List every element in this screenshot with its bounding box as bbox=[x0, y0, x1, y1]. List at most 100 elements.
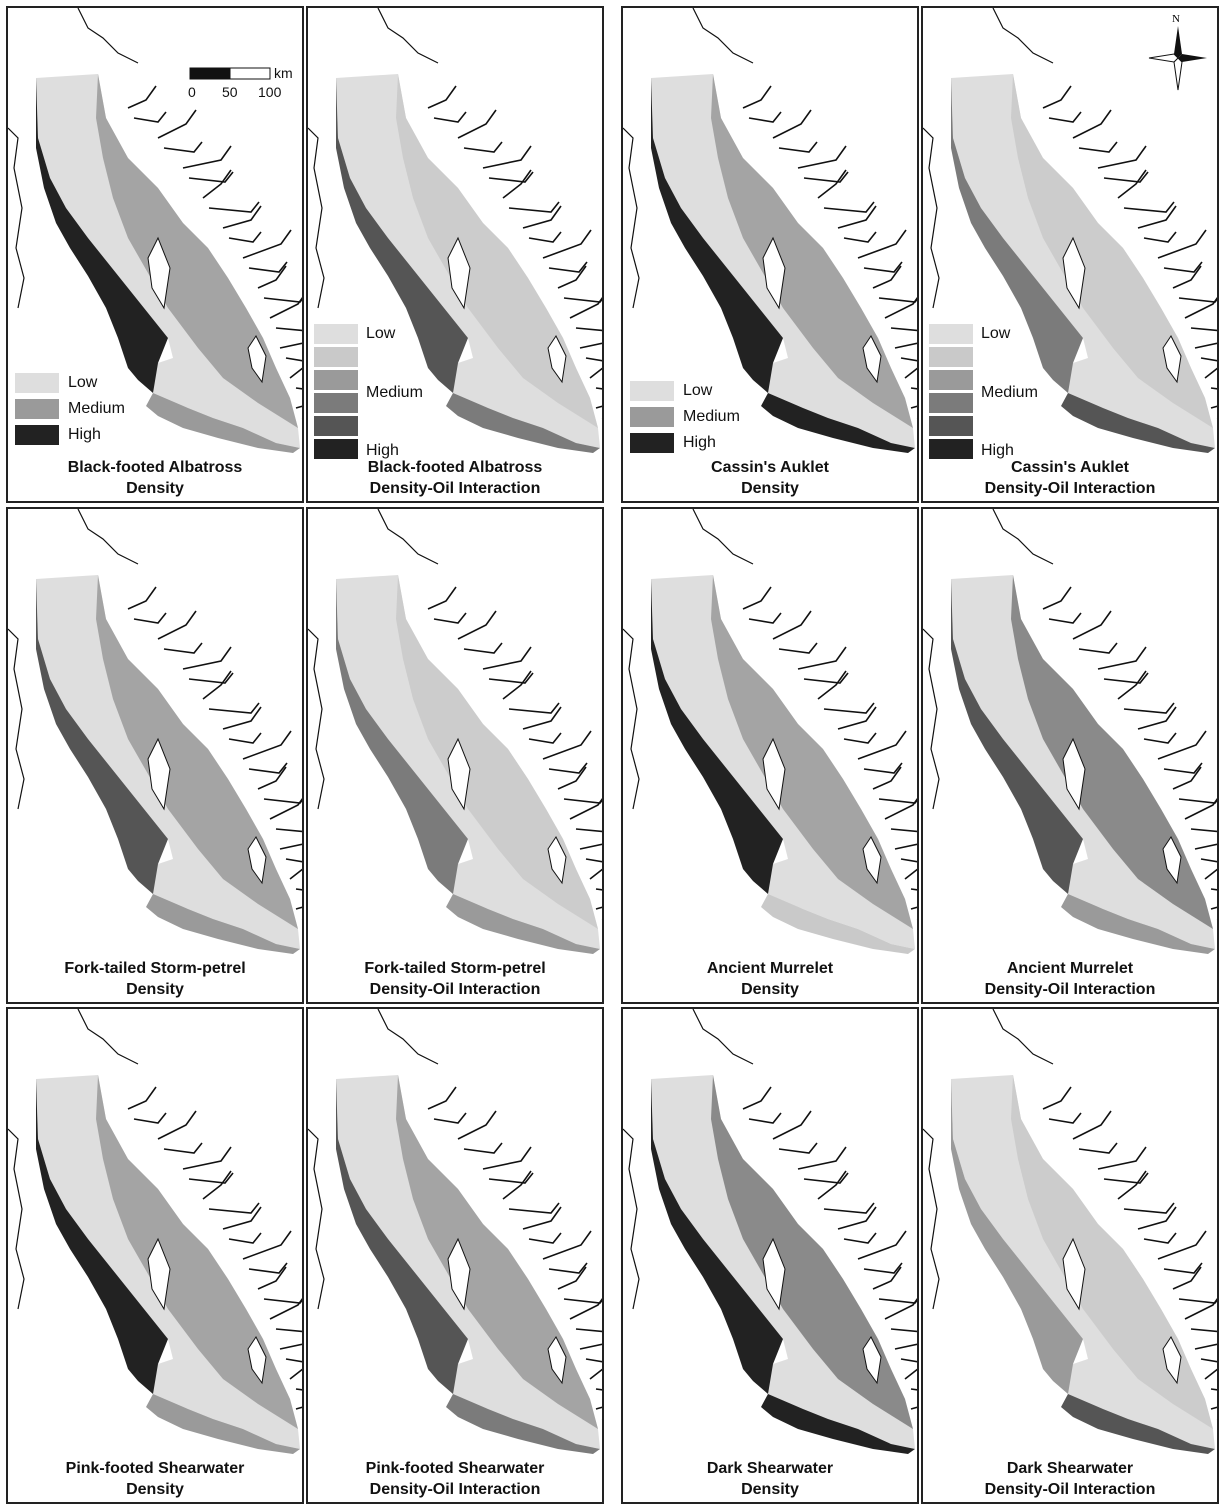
inner-channel-region bbox=[1011, 74, 1213, 428]
west-coast-line bbox=[308, 127, 325, 309]
island-outline bbox=[862, 335, 882, 384]
north-coast-line bbox=[992, 509, 1054, 565]
island-outline bbox=[1062, 236, 1086, 310]
north-coast-line bbox=[377, 509, 439, 565]
legend-label: Low bbox=[683, 382, 713, 399]
map-panel: Ancient Murrelet Density-Oil Interaction bbox=[921, 507, 1219, 1004]
shelf-region bbox=[651, 1079, 783, 1394]
shelf-region bbox=[651, 78, 783, 393]
map-panel: Pink-footed Shearwater Density-Oil Intera… bbox=[306, 1007, 604, 1504]
density-map bbox=[308, 1009, 602, 1454]
southern-region bbox=[446, 393, 600, 453]
density-map bbox=[308, 8, 602, 453]
panel-title: Dark Shearwater Density bbox=[623, 1458, 917, 1500]
panel-title: Cassin's Auklet Density-Oil Interaction bbox=[923, 457, 1217, 499]
legend-six-class: Low Medium High bbox=[929, 324, 1059, 464]
panel-title-species: Fork-tailed Storm-petrel bbox=[64, 960, 246, 977]
inner-channel-region bbox=[711, 575, 913, 929]
legend-swatch bbox=[929, 324, 973, 344]
map-panel: Black-footed Albatross Density-Oil Intera… bbox=[306, 6, 604, 503]
island-outline bbox=[247, 335, 267, 384]
island-outline bbox=[147, 1237, 171, 1311]
legend-swatch bbox=[629, 380, 675, 402]
island-outline bbox=[447, 1237, 471, 1311]
legend-item-low: Low bbox=[629, 378, 740, 404]
density-map bbox=[923, 8, 1217, 453]
inner-channel-region bbox=[96, 1075, 298, 1429]
legend-swatch bbox=[314, 439, 358, 459]
density-map bbox=[8, 1009, 302, 1454]
inner-channel-region bbox=[1011, 575, 1213, 929]
island-outline bbox=[247, 836, 267, 885]
north-coast-line bbox=[692, 509, 754, 565]
map-panel: Dark Shearwater Density-Oil Interaction bbox=[921, 1007, 1219, 1504]
southern-region bbox=[146, 1394, 300, 1454]
island-outline bbox=[862, 1336, 882, 1385]
density-map bbox=[8, 8, 302, 453]
west-coast-line bbox=[923, 1128, 940, 1310]
coastline bbox=[742, 85, 917, 419]
coastline bbox=[127, 85, 302, 419]
island-outline bbox=[1162, 335, 1182, 384]
southern-region bbox=[761, 1394, 915, 1454]
island-outline bbox=[1162, 1336, 1182, 1385]
southern-region bbox=[446, 894, 600, 954]
north-coast-line bbox=[377, 8, 439, 64]
legend-label: Medium bbox=[683, 408, 740, 425]
density-map bbox=[623, 1009, 917, 1454]
legend-label-low: Low bbox=[981, 325, 1011, 342]
island-outline bbox=[147, 737, 171, 811]
west-coast-line bbox=[8, 127, 25, 309]
density-map bbox=[923, 509, 1217, 954]
scale-bar-unit: km bbox=[274, 65, 293, 81]
legend-swatch bbox=[929, 439, 973, 459]
island-outline bbox=[1062, 1237, 1086, 1311]
island-outline bbox=[447, 236, 471, 310]
panel-title-variable: Density bbox=[126, 480, 184, 497]
panel-title-variable: Density-Oil Interaction bbox=[984, 1481, 1156, 1498]
legend-item-medium: Medium bbox=[629, 404, 740, 430]
shelf-region bbox=[36, 1079, 168, 1394]
island-outline bbox=[1162, 836, 1182, 885]
inner-channel-region bbox=[96, 575, 298, 929]
map-panel: Dark Shearwater Density bbox=[621, 1007, 919, 1504]
island-outline bbox=[762, 1237, 786, 1311]
panel-title-species: Ancient Murrelet bbox=[1006, 960, 1134, 977]
panel-title: Fork-tailed Storm-petrel Density-Oil Inte… bbox=[308, 958, 602, 1000]
panel-title: Black-footed Albatross Density bbox=[8, 457, 302, 499]
inner-channel-region bbox=[1011, 1075, 1213, 1429]
coastline bbox=[127, 586, 302, 920]
coastline bbox=[742, 586, 917, 920]
southern-region bbox=[146, 393, 300, 453]
panel-title-species: Black-footed Albatross bbox=[367, 459, 543, 476]
inner-channel-region bbox=[396, 1075, 598, 1429]
west-coast-line bbox=[923, 628, 940, 810]
legend-label-medium: Medium bbox=[366, 384, 423, 401]
panel-title-species: Pink-footed Shearwater bbox=[65, 1460, 245, 1477]
southern-region bbox=[446, 1394, 600, 1454]
southern-region bbox=[761, 894, 915, 954]
density-map bbox=[623, 509, 917, 954]
coastline bbox=[127, 1086, 302, 1420]
island-outline bbox=[247, 1336, 267, 1385]
shelf-region bbox=[36, 579, 168, 894]
density-map bbox=[623, 8, 917, 453]
map-panel: Pink-footed Shearwater Density bbox=[6, 1007, 304, 1504]
map-panel: Cassin's Auklet Density-Oil Interaction Lo… bbox=[921, 6, 1219, 503]
legend-swatch bbox=[314, 416, 358, 436]
legend-six-class: Low Medium High bbox=[314, 324, 444, 464]
legend-label-high: High bbox=[981, 442, 1014, 459]
coastline bbox=[427, 85, 602, 419]
scale-bar-tick-label: 0 bbox=[188, 84, 196, 100]
legend-swatch bbox=[314, 393, 358, 413]
legend-swatch bbox=[14, 372, 60, 394]
north-coast-line bbox=[692, 8, 754, 64]
legend-swatch bbox=[314, 347, 358, 367]
map-panel: Fork-tailed Storm-petrel Density-Oil Inte… bbox=[306, 507, 604, 1004]
panel-title: Pink-footed Shearwater Density-Oil Intera… bbox=[308, 1458, 602, 1500]
panel-title: Pink-footed Shearwater Density bbox=[8, 1458, 302, 1500]
inner-channel-region bbox=[96, 74, 298, 428]
southern-region bbox=[146, 894, 300, 954]
map-panel: Cassin's Auklet Density Low Medium High bbox=[621, 6, 919, 503]
island-outline bbox=[1062, 737, 1086, 811]
